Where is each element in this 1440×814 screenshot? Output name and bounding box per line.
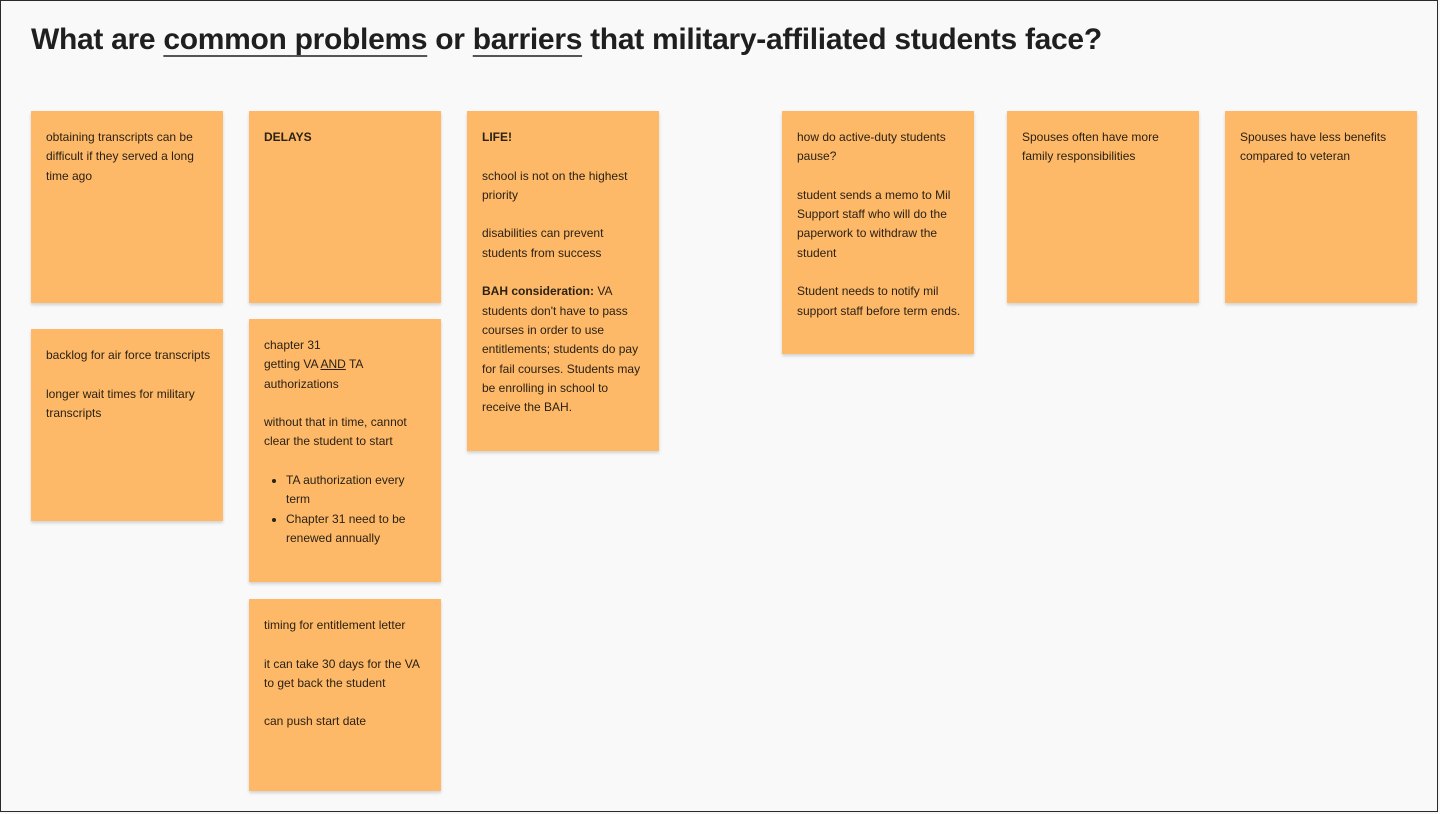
note-emphasis: AND <box>320 357 346 372</box>
note-bullet-list: TA authorization every term Chapter 31 n… <box>264 471 431 548</box>
title-text: that military-affiliated students face? <box>582 23 1102 56</box>
note-text: obtaining transcripts can be difficult i… <box>46 130 194 183</box>
note-text: without that in time, cannot clear the s… <box>264 415 407 449</box>
note-text: backlog for air force transcripts <box>46 348 211 362</box>
board-title: What are common problems or barriers tha… <box>31 23 1102 57</box>
title-keyword-common: common <box>163 23 287 56</box>
note-bullet: TA authorization every term <box>286 471 431 510</box>
title-keyword-problems: problems <box>294 23 428 56</box>
sticky-note-pause[interactable]: how do active-duty students pause? stude… <box>782 111 974 354</box>
note-text: Spouses often have more family responsib… <box>1022 130 1159 164</box>
sticky-note-entitlement[interactable]: timing for entitlement letter it can tak… <box>249 599 441 791</box>
sticky-note-chapter-31[interactable]: chapter 31 getting VA AND TA authorizatio… <box>249 319 441 582</box>
title-keyword-barriers: barriers <box>472 23 583 56</box>
note-line: VA students don't have to pass courses i… <box>482 284 641 415</box>
note-heading: LIFE! <box>482 130 512 144</box>
note-text: Student needs to notify mil support staf… <box>797 284 961 318</box>
note-line: chapter 31 <box>264 338 321 352</box>
sticky-note-backlog[interactable]: backlog for air force transcripts longer… <box>31 329 223 521</box>
note-text: can push start date <box>264 714 367 729</box>
sticky-note-spouses-benefits[interactable]: Spouses have less benefits compared to v… <box>1225 111 1417 303</box>
title-text: What are <box>31 23 164 56</box>
note-bullet: Chapter 31 need to be renewed annually <box>286 510 431 549</box>
sticky-note-transcripts[interactable]: obtaining transcripts can be difficult i… <box>31 111 223 303</box>
note-heading: DELAYS <box>264 130 312 144</box>
note-text: student sends a memo to Mil Support staf… <box>797 187 951 260</box>
note-text: how do active-duty students pause? <box>797 130 946 164</box>
note-text: school is not on the highest priority <box>482 168 628 202</box>
note-text: BAH consideration: VA students don't hav… <box>482 282 649 417</box>
sticky-note-delays[interactable]: DELAYS <box>249 111 441 303</box>
title-space <box>287 23 295 56</box>
title-text: or <box>427 23 473 56</box>
note-text: it can take 30 days for the VA to get ba… <box>264 656 420 690</box>
note-text: chapter 31 getting VA AND TA authorizatio… <box>264 336 431 394</box>
note-bold-label: BAH consideration: <box>482 284 595 299</box>
sticky-note-life[interactable]: LIFE! school is not on the highest prior… <box>467 111 659 451</box>
note-text: Spouses have less benefits compared to v… <box>1240 130 1387 164</box>
note-text: longer wait times for military transcrip… <box>46 386 195 420</box>
sticky-note-spouses-family[interactable]: Spouses often have more family responsib… <box>1007 111 1199 303</box>
note-text: disabilities can prevent students from s… <box>482 226 604 260</box>
note-text: timing for entitlement letter <box>264 618 406 632</box>
note-line: TA authorizations <box>264 357 363 391</box>
note-line: getting VA <box>264 357 321 372</box>
